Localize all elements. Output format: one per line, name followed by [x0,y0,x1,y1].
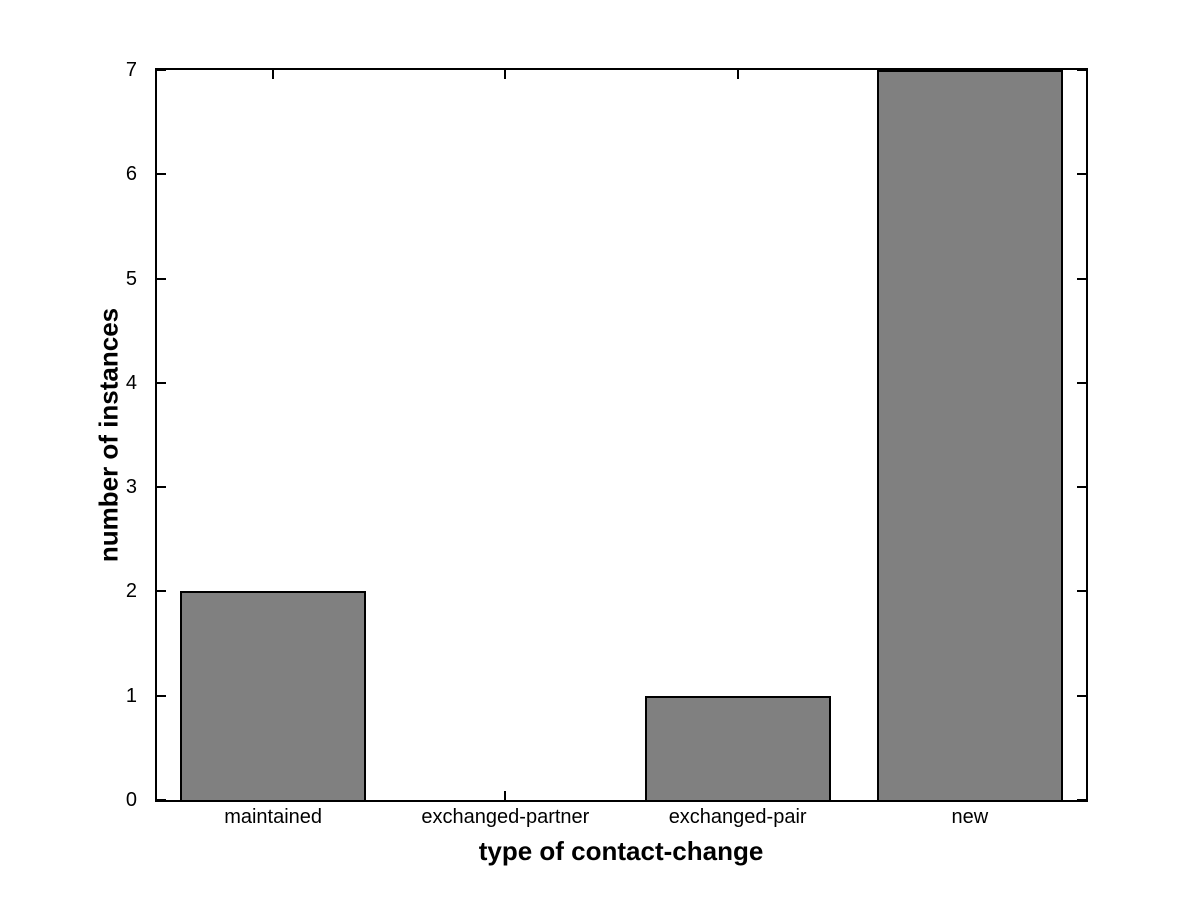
y-tick-left [157,590,166,593]
y-tick-label: 4 [125,371,137,394]
y-tick-label: 3 [125,476,137,499]
y-tick-right [1077,486,1086,489]
y-tick-right [1077,277,1086,280]
y-tick-left [157,69,166,71]
y-tick-left [157,381,166,384]
y-tick-label: 5 [125,267,137,290]
y-axis-label: number of instances [93,307,124,563]
y-tick-label: 6 [125,163,137,186]
bar-new [876,70,1063,800]
bar-maintained [180,591,367,800]
x-tick-label: exchanged-pair [668,806,807,828]
y-tick-label: 0 [125,789,137,811]
y-tick-left [157,694,166,697]
y-tick-label: 7 [125,59,137,81]
x-tick-top [504,70,507,79]
x-tick-label: exchanged-partner [421,806,590,828]
y-tick-left [157,173,166,176]
y-tick-left [157,486,166,489]
x-tick-top [272,70,275,79]
y-tick-right [1077,381,1086,384]
bar-exchanged-pair [644,695,831,800]
y-tick-left [157,799,166,801]
x-tick-bottom [504,791,507,800]
y-tick-label: 2 [125,580,137,603]
y-tick-right [1077,799,1086,801]
y-tick-right [1077,590,1086,593]
x-axis-label: type of contact-change [478,836,764,866]
x-tick-label: new [951,806,989,828]
plot-area [155,68,1088,802]
y-tick-label: 1 [125,684,137,707]
y-tick-right [1077,69,1086,71]
y-tick-right [1077,173,1086,176]
x-tick-top [736,70,739,79]
y-tick-left [157,277,166,280]
x-tick-label: maintained [224,806,323,828]
y-tick-right [1077,694,1086,697]
